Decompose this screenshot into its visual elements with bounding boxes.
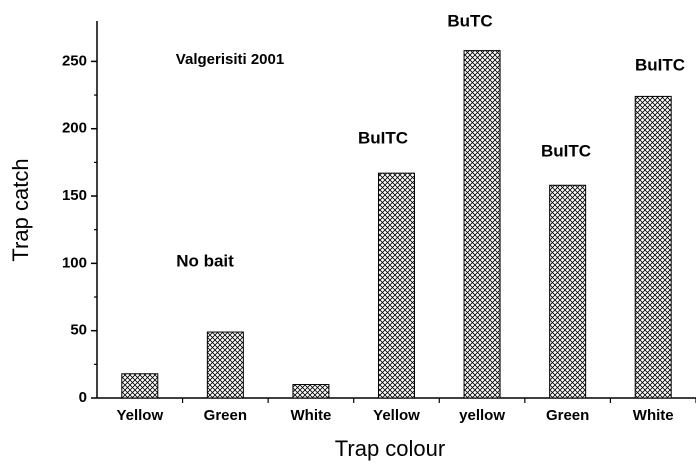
bar [206, 331, 244, 399]
y-tick-label: 150 [62, 187, 87, 204]
annotation: Valgerisiti 2001 [176, 51, 284, 68]
y-tick-label: 200 [62, 120, 87, 137]
y-tick-label: 0 [79, 389, 87, 406]
annotation: BuITC [358, 128, 408, 147]
y-tick-label: 100 [62, 254, 87, 271]
y-axis-label: Trap catch [8, 158, 33, 261]
annotation: BuITC [541, 141, 591, 160]
x-tick-label: White [291, 407, 332, 424]
x-tick-label: Yellow [373, 407, 420, 424]
x-axis-label: Trap colour [335, 436, 445, 461]
bar [549, 184, 587, 399]
x-tick-label: Green [204, 407, 247, 424]
bar [378, 172, 415, 399]
x-tick-label: White [633, 407, 674, 424]
bar [463, 50, 501, 399]
annotation: BuTC [447, 11, 492, 30]
bar [121, 373, 159, 399]
bar [634, 95, 672, 399]
annotation: No bait [176, 251, 234, 270]
annotation: BuITC [635, 55, 685, 74]
x-tick-label: Green [546, 407, 589, 424]
y-tick-label: 50 [70, 322, 87, 339]
x-tick-label: yellow [459, 407, 505, 424]
bar [292, 384, 330, 399]
y-tick-label: 250 [62, 52, 87, 69]
x-tick-label: Yellow [116, 407, 163, 424]
